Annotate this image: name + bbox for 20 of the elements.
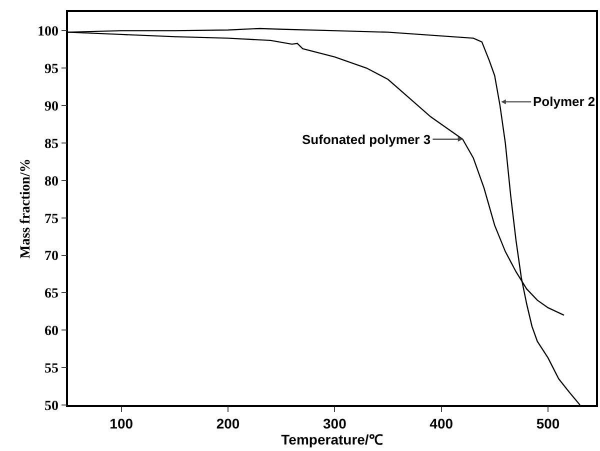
y-tick-label: 100 — [37, 24, 58, 40]
x-tick-label: 200 — [216, 416, 240, 432]
annotation: Sufonated polymer 3 — [302, 132, 431, 147]
y-tick-label: 55 — [44, 361, 58, 376]
y-axis-title: Mass fraction/% — [18, 158, 34, 258]
y-tick-label: 65 — [44, 286, 58, 302]
y-tick-label: 60 — [44, 324, 58, 340]
annotation: Polymer 2 — [533, 94, 596, 109]
x-tick-label: 300 — [322, 416, 347, 432]
x-tick-label: 500 — [536, 416, 560, 432]
y-tick-label: 90 — [44, 99, 58, 114]
x-axis-title: Temperature/℃ — [281, 432, 383, 448]
y-tick-label: 80 — [44, 174, 58, 190]
y-tick-label: 85 — [44, 136, 58, 152]
y-tick-label: 75 — [44, 212, 58, 227]
x-tick-label: 400 — [430, 416, 454, 432]
y-tick-label: 50 — [44, 398, 58, 414]
x-tick-label: 100 — [110, 416, 134, 432]
y-tick-label: 95 — [44, 62, 58, 78]
y-tick-label: 70 — [44, 249, 58, 264]
